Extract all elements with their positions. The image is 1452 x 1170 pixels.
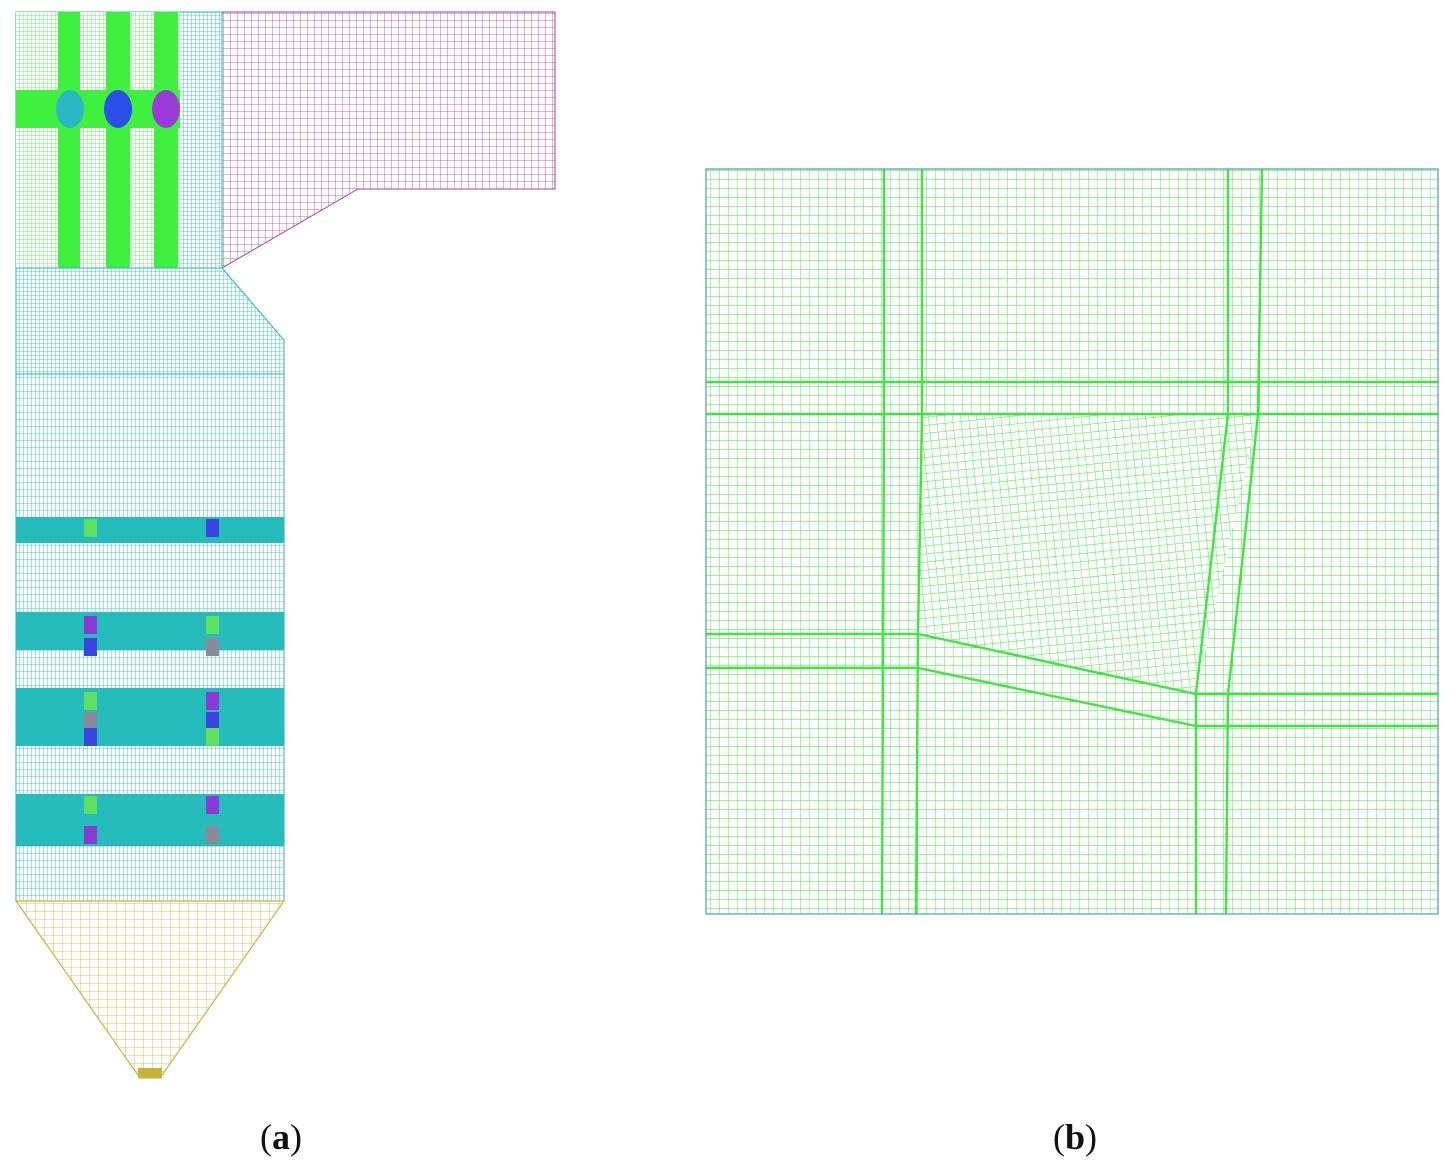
- caption-a-letter: a: [272, 1117, 290, 1157]
- ash-hopper-mesh: [14, 900, 286, 1079]
- burner-nozzle-purple: [152, 90, 180, 128]
- burner-markers: [84, 519, 219, 844]
- burner-marker: [206, 616, 219, 634]
- burner-zone-dense-bands: [16, 517, 284, 846]
- caption-b: (b): [1015, 1116, 1135, 1158]
- burner-marker: [84, 519, 97, 537]
- burner-marker: [84, 638, 97, 656]
- burner-marker: [206, 826, 219, 844]
- horizontal-flue-mesh: [221, 11, 556, 269]
- furnace-nose-transition-mesh: [15, 267, 285, 375]
- panel-b-detail-mesh: [705, 168, 1439, 915]
- detail-frame: [705, 168, 1439, 915]
- burner-marker: [206, 728, 219, 746]
- caption-a: (a): [221, 1116, 341, 1158]
- burner-marker: [206, 712, 219, 730]
- panel-a-boiler-mesh: [14, 11, 556, 1079]
- caption-a-close: ): [290, 1117, 302, 1157]
- ash-hopper-outlet: [138, 1068, 162, 1078]
- burner-marker: [206, 692, 219, 710]
- burner-marker: [84, 692, 97, 710]
- upper-furnace-green-columns: [16, 12, 180, 268]
- burner-nozzle-cyan: [56, 90, 84, 128]
- caption-b-letter: b: [1064, 1117, 1086, 1157]
- burner-marker: [206, 638, 219, 656]
- burner-marker: [84, 826, 97, 844]
- burner-marker: [206, 796, 219, 814]
- caption-b-open: (: [1052, 1117, 1065, 1157]
- nozzle-skewed-region: [918, 414, 1258, 694]
- burner-marker: [84, 616, 97, 634]
- burner-marker: [84, 728, 97, 746]
- caption-b-close: ): [1085, 1117, 1098, 1157]
- caption-a-open: (: [260, 1117, 272, 1157]
- burner-marker: [206, 519, 219, 537]
- burner-marker: [84, 796, 97, 814]
- burner-marker: [84, 712, 97, 730]
- block-boundary-lines: [706, 168, 1438, 915]
- burner-nozzle-blue: [104, 90, 132, 128]
